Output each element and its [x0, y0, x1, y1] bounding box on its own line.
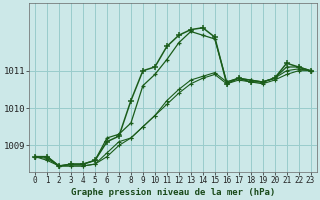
X-axis label: Graphe pression niveau de la mer (hPa): Graphe pression niveau de la mer (hPa) — [71, 188, 275, 197]
